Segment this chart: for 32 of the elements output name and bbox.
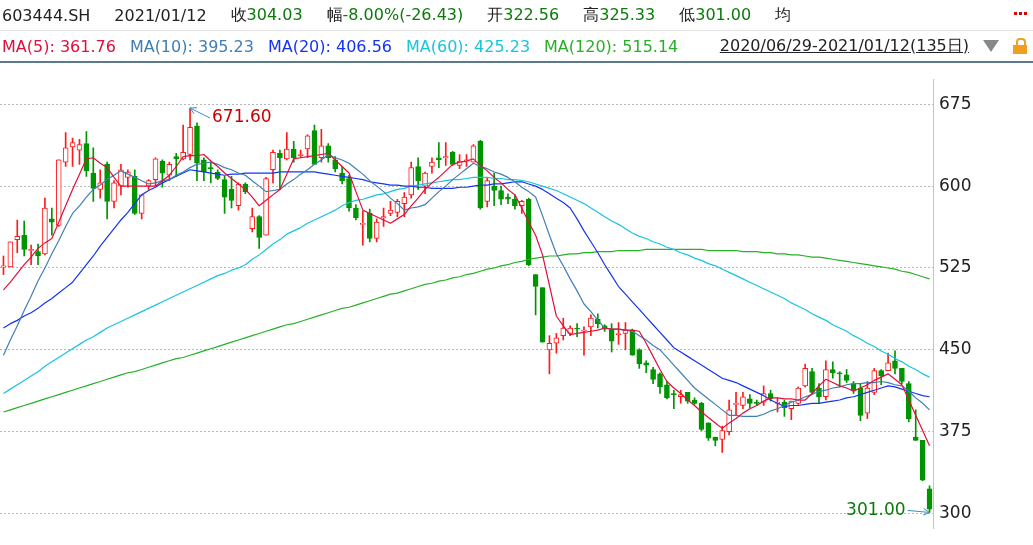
text: 幅-8.00%(-26.43) [326,4,464,24]
candlestick [277,149,283,190]
candlestick [505,193,511,204]
text: MA(20): 406.56 [267,36,392,56]
text: 开322.56 [487,4,560,24]
text: MA(120): 515.14 [544,36,679,56]
candlestick [912,409,919,441]
text: 高325.33 [583,4,656,24]
text: 低301.00 [679,4,752,24]
annotation: 671.60 [212,106,272,127]
candlestick [436,142,442,168]
text: MA(10): 395.23 [129,36,254,56]
chart-title: 603444.SH [2,5,91,25]
candlestick [14,219,21,254]
text: 均 [775,4,792,24]
text: MA(5): 361.76 [2,36,116,56]
annotation: 301.00 [846,498,906,519]
text: 收304.03 [230,4,303,24]
y-tick-label: 300 [939,501,972,522]
candlestick [442,142,449,166]
text: 2021/01/12 [114,5,207,25]
y-tick-label: 375 [939,420,972,441]
y-tick-label: 450 [939,338,972,359]
candlestick [581,326,587,356]
y-tick-label: 600 [939,174,972,195]
candlestick [836,371,843,388]
candlestick [829,361,836,379]
text: 2020/06/29-2021/01/12(135日) [719,35,969,57]
text: MA(60): 425.23 [406,36,531,56]
y-tick-label: 675 [939,92,972,113]
y-tick-label: 525 [939,256,972,277]
candlestick [574,323,580,338]
